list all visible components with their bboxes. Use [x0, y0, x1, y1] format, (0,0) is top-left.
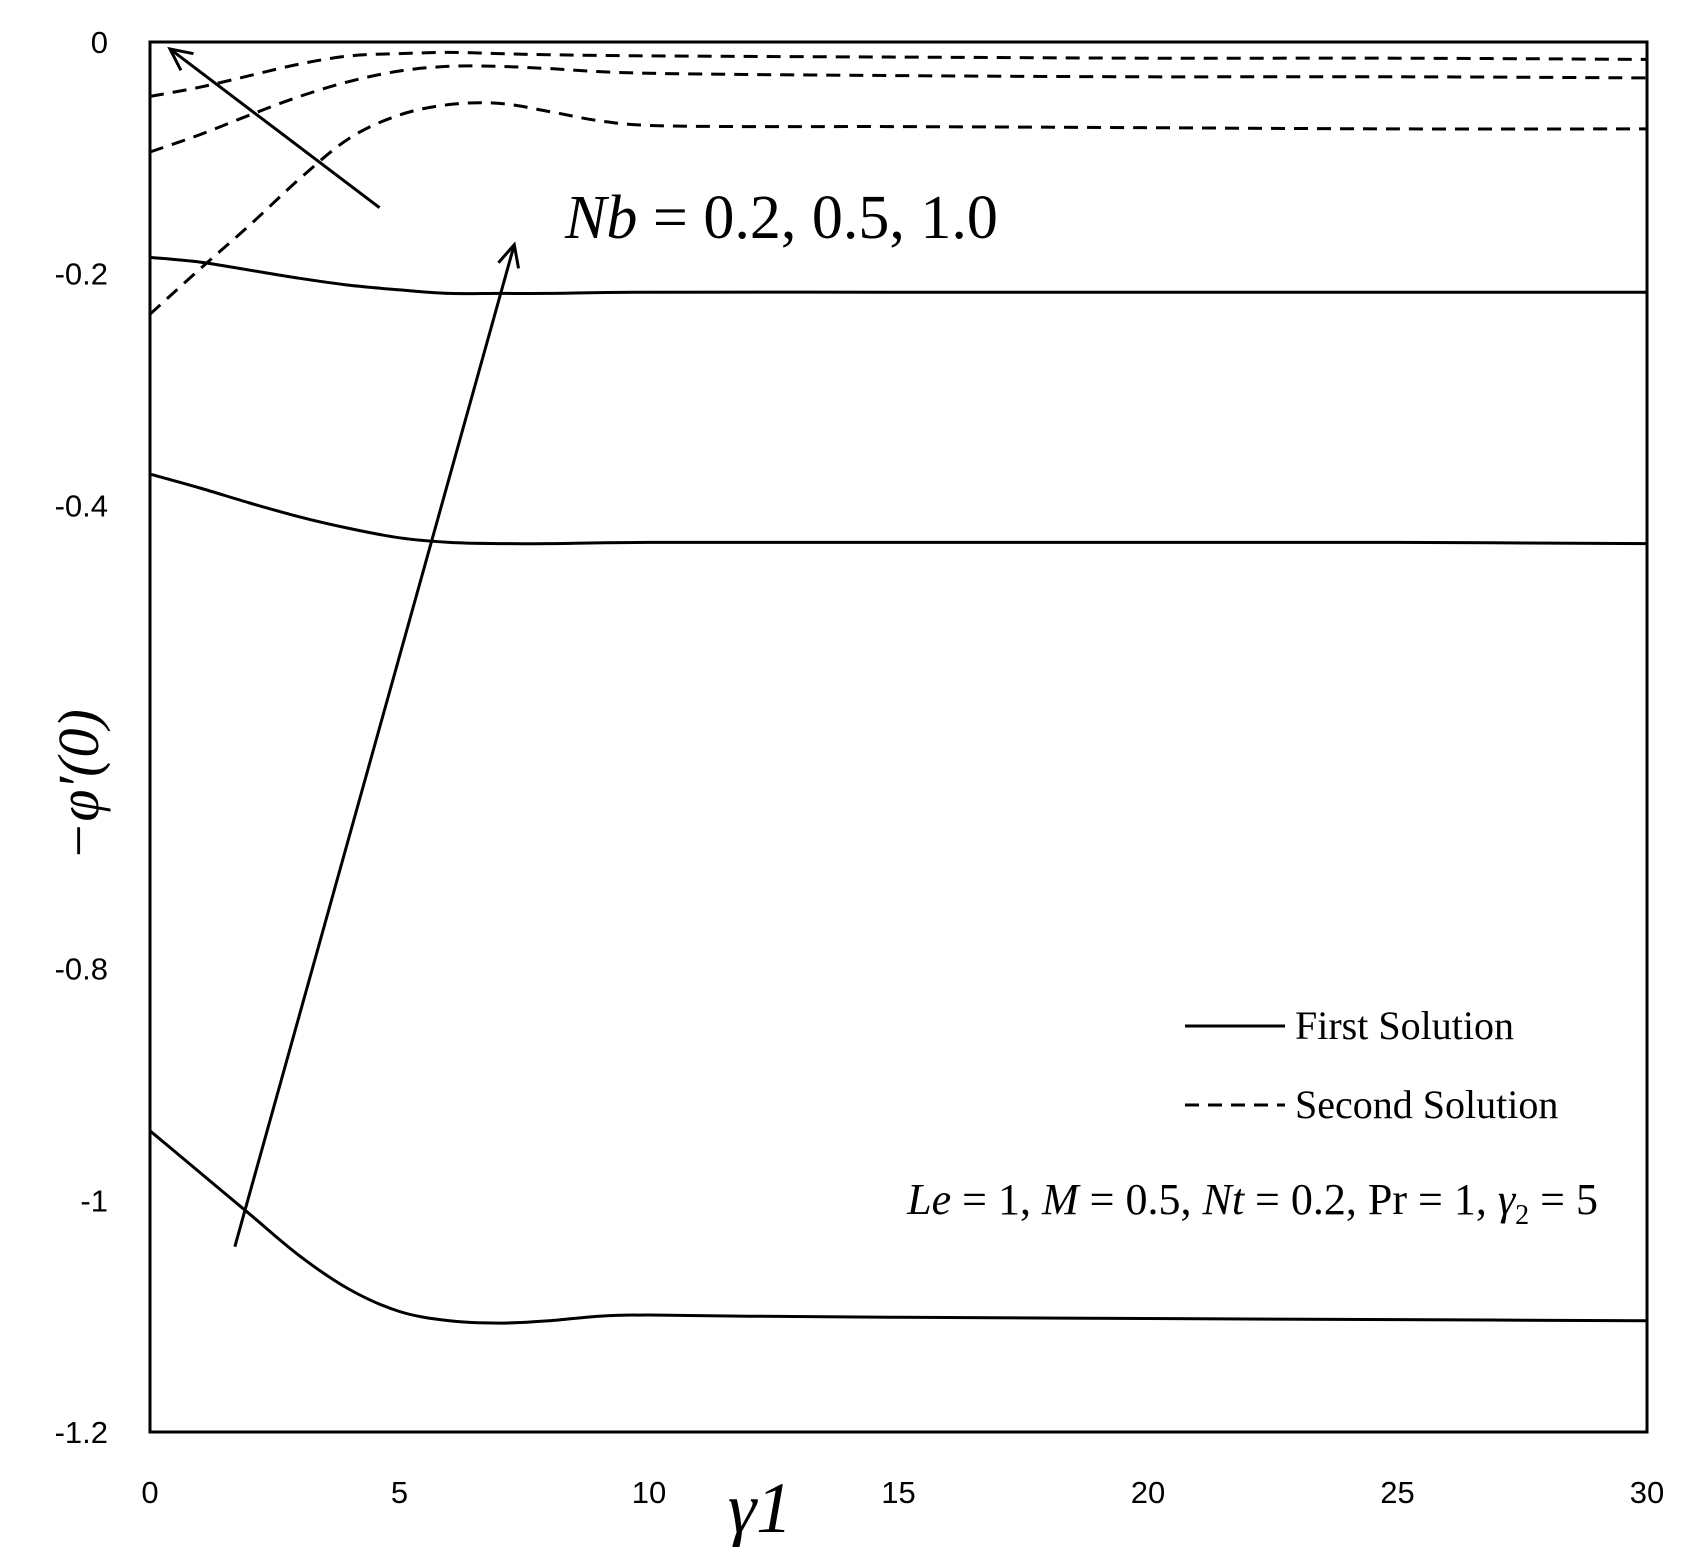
y-tick-label: -0.8 [55, 952, 108, 987]
annotation-arrow-1 [167, 46, 381, 209]
second-solution-line-5 [149, 50, 1648, 98]
y-tick-label: -0.4 [55, 488, 108, 523]
params-annotation: Le = 1, M = 0.5, Nt = 0.2, Pr = 1, γ2 = … [906, 1175, 1598, 1231]
first-solution-line-2 [149, 255, 1647, 296]
second-solution-line-3 [148, 101, 1648, 316]
legend-first-solution: First Solution [1295, 1003, 1514, 1048]
y-tick-label: 0 [91, 25, 108, 60]
x-tick-label: 5 [391, 1475, 408, 1510]
x-tick-label: 15 [881, 1475, 915, 1510]
x-tick-label: 25 [1380, 1475, 1414, 1510]
first-solution-line-1 [149, 472, 1648, 546]
legend-second-solution: Second Solution [1295, 1082, 1558, 1127]
nb-annotation: Nb = 0.2, 0.5, 1.0 [564, 184, 998, 252]
first-solution-line-0 [149, 1129, 1648, 1325]
second-solution-line-4 [149, 64, 1648, 154]
y-axis-label: −φ′(0) [46, 709, 111, 861]
x-axis-label: γ1 [728, 1468, 792, 1547]
svg-text:−φ′(0): −φ′(0) [46, 709, 111, 861]
plot-area [148, 40, 1649, 1434]
x-tick-label: 20 [1131, 1475, 1165, 1510]
annotation-arrow-0 [233, 241, 520, 1248]
x-tick-label: 10 [632, 1475, 666, 1510]
legend: First Solution Second Solution [1185, 1003, 1558, 1127]
y-tick-label: -1.2 [55, 1415, 108, 1450]
y-tick-label: -0.2 [55, 257, 108, 292]
x-tick-label: 0 [141, 1475, 158, 1510]
x-tick-label: 30 [1630, 1475, 1664, 1510]
y-tick-label: -1 [80, 1183, 108, 1218]
